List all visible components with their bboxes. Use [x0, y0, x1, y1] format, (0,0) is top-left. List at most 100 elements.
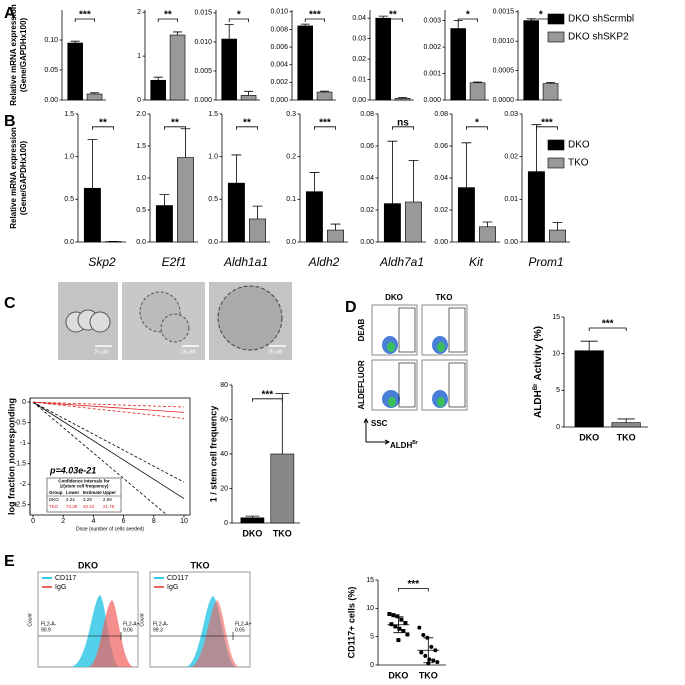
y-tick-label: 20: [220, 485, 228, 492]
y-axis-label-rest: Activity (%): [533, 326, 544, 380]
legend-swatch: [547, 31, 565, 43]
table-header: Estimate: [83, 490, 102, 495]
fit-line: [32, 401, 168, 515]
significance-bracket: [392, 126, 414, 130]
error-bar: [482, 221, 493, 227]
bar: [270, 453, 295, 524]
scale-label: 25 μM: [181, 349, 195, 355]
x-axis-label: Dose (number of cells seeded): [76, 526, 144, 532]
y-tick-label: 5: [556, 387, 560, 394]
bar: [249, 218, 266, 243]
bar: [542, 83, 559, 101]
fit-line: [32, 401, 185, 499]
panel-labels: A B C D E: [4, 5, 357, 570]
legend-swatch: [547, 139, 565, 151]
panel-label: B: [4, 113, 16, 130]
y-tick-label: 0.010: [194, 39, 212, 46]
bar: [227, 182, 245, 243]
y-tick-label: 0.004: [270, 62, 288, 69]
micrographs: 25 μM 25 μM 25 μM: [58, 282, 292, 360]
significance-label: ***: [602, 319, 614, 330]
bar: [469, 82, 486, 101]
y-tick-label: 0.02: [360, 207, 374, 214]
bar: [394, 98, 411, 101]
error-bar: [580, 340, 598, 351]
error-bar: [173, 31, 183, 36]
scale-label: 25 μM: [94, 349, 108, 355]
significance-label: **: [243, 117, 251, 128]
axis-label: Count: [27, 613, 33, 627]
error-bar: [531, 124, 542, 172]
gate-label: 9.06: [123, 627, 133, 633]
significance-bracket: [398, 588, 429, 592]
axis-label: ALDHBr: [390, 440, 418, 450]
aldefluor-flow: DKO TKO DEAB ALDEFLUOR SSC ALDHBr: [357, 293, 468, 450]
significance-bracket: [314, 126, 336, 130]
bar: [574, 350, 604, 428]
density: [387, 342, 395, 352]
x-tick-label: 2: [61, 518, 65, 525]
y-tick-label: 1.0: [64, 154, 74, 161]
y-tick-label: 1.0: [208, 154, 218, 161]
y-tick-label: 0.01: [504, 196, 518, 203]
bar: [383, 203, 401, 243]
legend-label: IgG: [167, 584, 178, 591]
table-cell: 21.79: [103, 504, 115, 509]
x-tick-label: 10: [180, 518, 188, 525]
y-tick-label: 0.5: [64, 196, 74, 203]
significance-bracket: [304, 18, 325, 22]
x-tick-label: 8: [152, 518, 156, 525]
gate: [448, 362, 466, 408]
bar: [527, 171, 545, 243]
y-tick-label: 0.006: [270, 44, 288, 51]
legend-label: CD117: [55, 575, 76, 582]
error-bar: [408, 160, 419, 202]
point: [429, 644, 434, 649]
significance-bracket: [74, 18, 95, 22]
gate-label: 90.9: [41, 627, 51, 633]
error-bar: [617, 418, 635, 423]
error-bar: [224, 24, 234, 40]
y-tick-label: 0.000: [270, 97, 288, 104]
significance-bracket: [92, 126, 114, 130]
point: [399, 617, 404, 622]
bar: [327, 229, 344, 243]
y-tick-label: 0.5: [208, 196, 218, 203]
y-tick-label: 0.08: [434, 111, 448, 118]
cell: [89, 311, 111, 333]
y-tick-label: 10: [366, 605, 374, 612]
y-tick-label: 0.02: [352, 56, 366, 63]
error-bar: [423, 637, 434, 664]
x-axis-label: Aldh1a1: [223, 255, 268, 269]
y-axis-label-main: ALDH: [533, 390, 544, 418]
y-axis-label: (Gene/GAPDHx100): [19, 18, 28, 93]
error-bar: [461, 142, 472, 188]
error-bar: [153, 76, 163, 81]
y-tick-label: 60: [220, 416, 228, 423]
table-cell: 3.29: [83, 497, 92, 502]
y-tick-label: 0.00: [504, 239, 518, 246]
density: [437, 397, 445, 407]
y-tick-label: 0.1: [286, 196, 296, 203]
legend-label: CD117: [167, 575, 188, 582]
y-tick-label: 0.2: [286, 154, 296, 161]
point: [401, 629, 406, 633]
significance-bracket: [588, 327, 627, 331]
point: [395, 614, 400, 619]
y-tick-label: 0.002: [423, 44, 441, 51]
bar: [221, 38, 237, 101]
x-axis-label: Aldh2: [308, 255, 340, 269]
table-cell: 74.38: [66, 504, 78, 509]
gate-label: FL2-A-: [153, 621, 169, 627]
y-tick-label: -1.5: [14, 461, 26, 468]
y-tick-label: 0.00: [360, 239, 374, 246]
bar: [169, 34, 186, 101]
plot-frame: [421, 359, 468, 411]
y-tick-label: 0.05: [44, 67, 58, 74]
x-axis-label: Skp2: [88, 255, 116, 269]
error-bar: [87, 139, 98, 189]
significance-label: ns: [397, 117, 409, 128]
bar: [375, 17, 391, 101]
plot-frame: [29, 397, 191, 516]
